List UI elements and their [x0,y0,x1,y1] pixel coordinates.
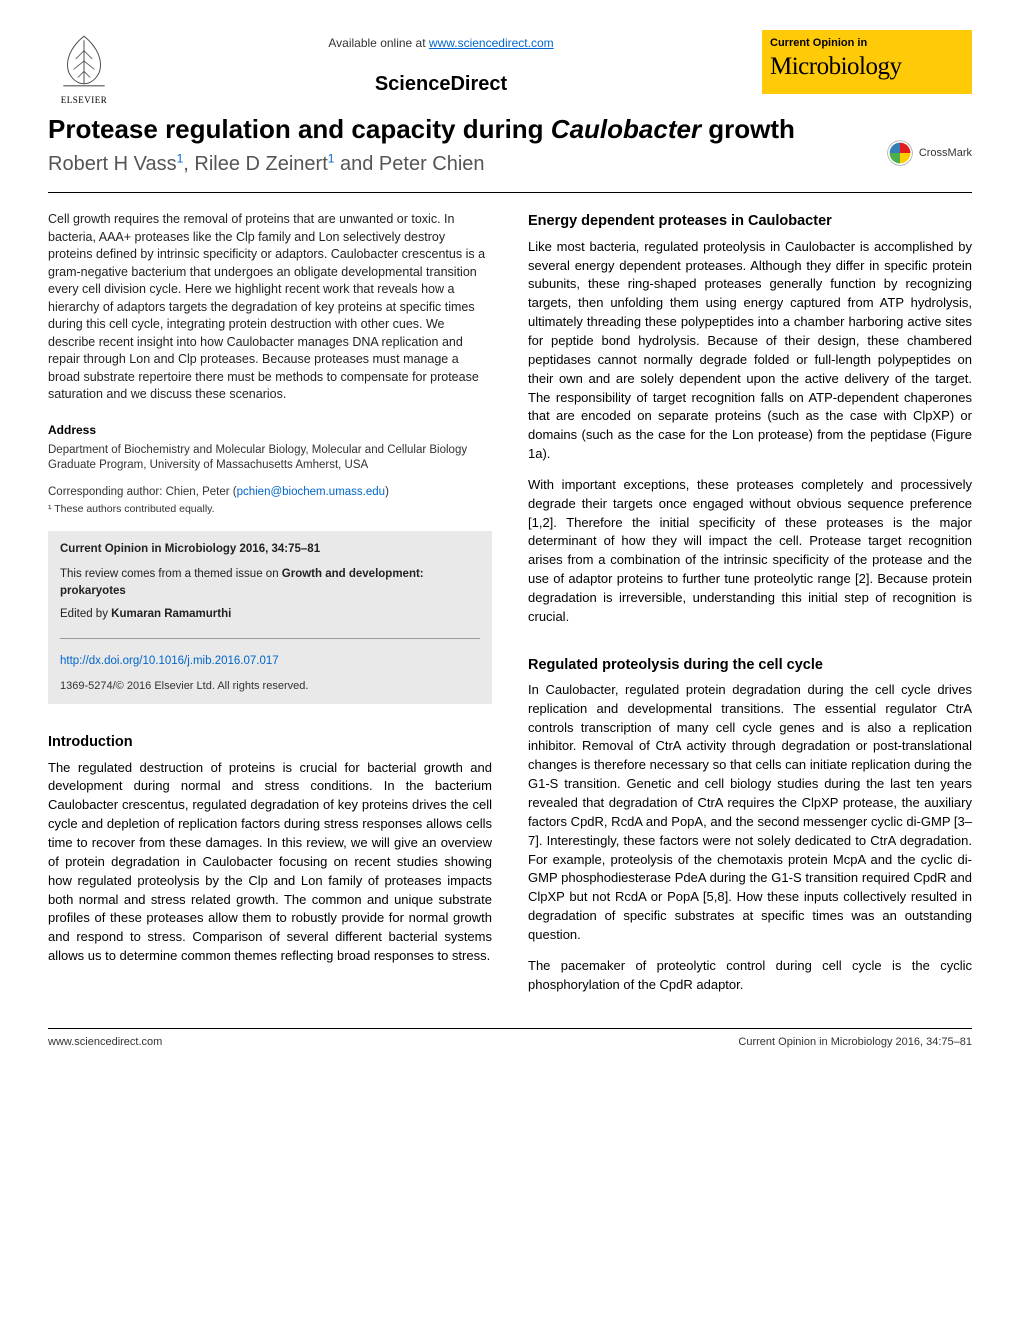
title-species: Caulobacter [551,114,701,144]
header-center: Available online at www.sciencedirect.co… [140,30,742,98]
right-column: Energy dependent proteases in Caulobacte… [528,211,972,1006]
available-prefix: Available online at [328,36,429,50]
energy-p1-text: Like most bacteria, regulated proteolysi… [528,239,972,461]
author-1: Robert H Vass [48,153,177,175]
citation-line: Current Opinion in Microbiology 2016, 34… [60,541,480,558]
editor-name: Kumaran Ramamurthi [111,608,231,620]
introduction-paragraph: The regulated destruction of proteins is… [48,759,492,966]
left-column: Cell growth requires the removal of prot… [48,211,492,1006]
author-3: and Peter Chien [334,153,484,175]
regulated-heading: Regulated proteolysis during the cell cy… [528,655,972,675]
journal-badge-title: Microbiology [770,49,964,84]
sciencedirect-wordmark: ScienceDirect [140,70,742,98]
crossmark-icon [887,140,913,166]
content-columns: Cell growth requires the removal of prot… [48,211,972,1006]
energy-paragraph-2: With important exceptions, these proteas… [528,476,972,627]
address-heading: Address [48,422,492,439]
energy-heading-text: Energy dependent proteases in Caulobacte… [528,213,832,229]
elsevier-logo: ELSEVIER [48,30,120,107]
regulated-paragraph-2: The pacemaker of proteolytic control dur… [528,957,972,995]
copyright-line: 1369-5274/© 2016 Elsevier Ltd. All right… [60,678,480,695]
journal-badge: Current Opinion in Microbiology [762,30,972,94]
title-block: Protease regulation and capacity during … [48,115,972,179]
authors: Robert H Vass1, Rilee D Zeinert1 and Pet… [48,150,972,178]
doi-link[interactable]: http://dx.doi.org/10.1016/j.mib.2016.07.… [60,655,279,667]
title-part-2: growth [701,114,795,144]
article-title: Protease regulation and capacity during … [48,115,972,145]
editor-prefix: Edited by [60,608,111,620]
page-footer: www.sciencedirect.com Current Opinion in… [48,1028,972,1050]
page-header: ELSEVIER Available online at www.science… [48,30,972,107]
crossmark-label: CrossMark [919,146,972,161]
introduction-heading: Introduction [48,732,492,752]
corresponding-author: Corresponding author: Chien, Peter (pchi… [48,484,492,500]
footer-right: Current Opinion in Microbiology 2016, 34… [738,1035,972,1050]
author-sep-1: , Rilee D Zeinert [183,153,328,175]
editor-line: Edited by Kumaran Ramamurthi [60,606,480,623]
title-rule [48,192,972,193]
title-part-1: Protease regulation and capacity during [48,114,551,144]
regulated-paragraph-1: In Caulobacter, regulated protein degrad… [528,681,972,945]
corr-email-link[interactable]: pchien@biochem.umass.edu [237,486,385,498]
footer-left: www.sciencedirect.com [48,1035,162,1050]
equal-contribution-note: ¹ These authors contributed equally. [48,502,492,517]
crossmark-badge[interactable]: CrossMark [887,140,972,166]
address-body: Department of Biochemistry and Molecular… [48,443,492,474]
elsevier-tree-icon [53,30,115,92]
energy-heading: Energy dependent proteases in Caulobacte… [528,211,972,231]
infobox-rule [60,638,480,639]
corr-suffix: ) [385,486,389,498]
sciencedirect-link[interactable]: www.sciencedirect.com [429,36,554,50]
theme-prefix: This review comes from a themed issue on [60,568,282,580]
elsevier-wordmark: ELSEVIER [61,94,108,107]
theme-line: This review comes from a themed issue on… [60,566,480,601]
corr-prefix: Corresponding author: Chien, Peter ( [48,486,237,498]
abstract: Cell growth requires the removal of prot… [48,211,492,404]
citation-infobox: Current Opinion in Microbiology 2016, 34… [48,531,492,705]
energy-paragraph-1: Like most bacteria, regulated proteolysi… [528,238,972,464]
